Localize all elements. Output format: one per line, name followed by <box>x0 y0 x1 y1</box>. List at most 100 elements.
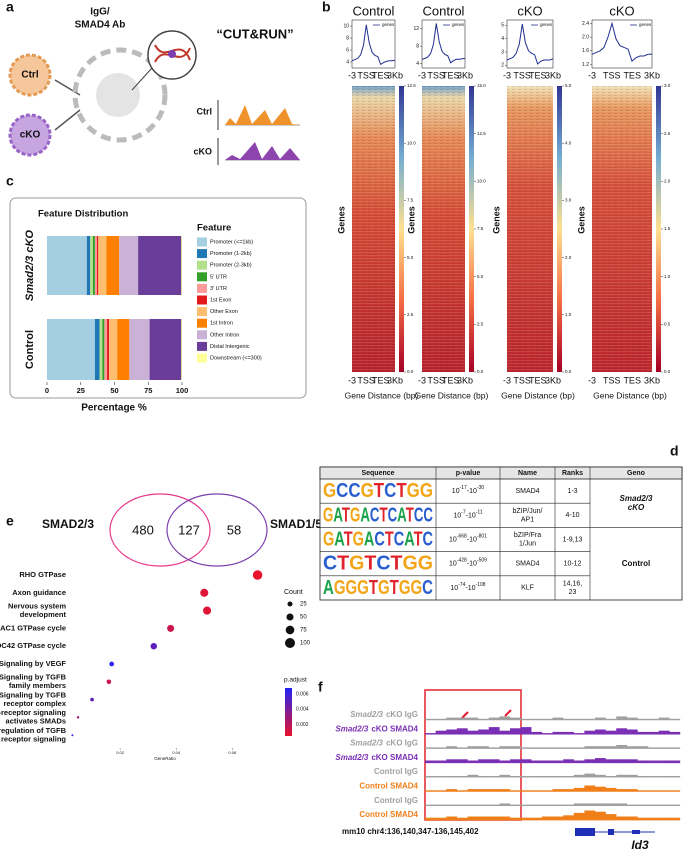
geno-label: cKO <box>628 503 645 512</box>
track-bin <box>478 729 489 735</box>
colorbar-tick-label: 7.5 <box>477 226 484 231</box>
p-value-exponent: -428 <box>457 558 467 564</box>
bar-segment <box>119 236 139 295</box>
profile-tick-label: 5 <box>501 23 504 29</box>
track-bin <box>446 789 458 792</box>
track-bin <box>669 804 681 806</box>
dot <box>200 588 209 597</box>
track-bin <box>573 747 585 749</box>
table-header: Sequence <box>361 470 394 477</box>
track-bin <box>658 717 670 720</box>
legend-swatch <box>197 272 207 282</box>
bar-segment <box>106 236 120 295</box>
track-label-text: cKO IgG <box>386 710 418 719</box>
track-bin <box>658 790 670 792</box>
track-bin <box>616 774 628 778</box>
panel-label: b <box>322 0 331 15</box>
size-legend-label: 25 <box>300 602 307 608</box>
heatmap-x-label: 3Kb <box>457 375 473 385</box>
track-bin <box>626 804 638 806</box>
profile-tick-label: 4 <box>416 61 419 67</box>
y-category-label: family members <box>9 681 66 690</box>
track-bin <box>446 804 458 806</box>
gene-exon <box>632 830 640 834</box>
track-bin <box>595 803 606 806</box>
track-bin <box>552 776 564 778</box>
panel-label: e <box>6 513 14 529</box>
track-bin <box>637 731 649 735</box>
heatmap-xlabel: Gene Distance (bp) <box>593 390 667 400</box>
track-bin <box>425 817 436 821</box>
track-bin <box>605 803 617 806</box>
bar-segment <box>98 236 107 295</box>
track-bin <box>510 804 521 806</box>
colorbar <box>399 86 404 372</box>
venn-count: 480 <box>132 522 154 537</box>
profile-legend: genes <box>382 22 395 27</box>
group-label: cKO <box>20 130 41 141</box>
y-category-label: Signaling by TGFB <box>0 673 67 682</box>
track-bin <box>478 816 489 821</box>
motif-name: 1/Jun <box>519 541 536 548</box>
track-bin <box>435 747 447 749</box>
profile-tick-label: 2 <box>501 63 504 69</box>
legend-swatch <box>197 330 207 340</box>
profile-x-label: TES <box>372 70 390 80</box>
track-bin <box>425 760 436 763</box>
track-bin <box>456 717 468 720</box>
track-bin <box>541 718 553 720</box>
track-bin <box>637 746 649 749</box>
arrows <box>54 79 81 131</box>
gene-name: Id3 <box>631 838 649 852</box>
antibody-label: IgG/ <box>90 7 110 18</box>
motif-rank: 23 <box>569 589 577 596</box>
track-bin <box>626 729 638 735</box>
track-bin <box>456 776 468 778</box>
track-label-text: Control IgG <box>374 767 418 776</box>
colorbar-tick-label: 3.0 <box>664 83 671 88</box>
track-bin <box>595 786 606 792</box>
colorbar-tick-label: 2.5 <box>664 131 671 136</box>
track-bin <box>648 804 659 806</box>
track-bin <box>552 747 564 749</box>
track-bin <box>637 790 649 792</box>
p-value: 10-668-10-801 <box>449 534 487 544</box>
legend-swatch <box>197 318 207 328</box>
bar-segment <box>47 319 95 380</box>
y-category-label: receptor complex <box>3 699 66 708</box>
motif-rank: 1-9,13 <box>563 536 583 543</box>
heatmap-x-label: 3Kb <box>545 375 561 385</box>
track-bin <box>467 746 479 749</box>
track-bin <box>584 746 596 749</box>
profile-line <box>591 21 652 62</box>
heatmap-title: Control <box>353 3 395 18</box>
p-value-exponent: -74 <box>458 582 465 588</box>
profile-x-label: -3 <box>588 70 596 80</box>
profile-tick-label: 8 <box>416 44 419 50</box>
legend-label: 5' UTR <box>210 274 227 280</box>
track-bin <box>626 789 638 792</box>
track-bin <box>552 816 564 821</box>
legend-swatch <box>197 283 207 293</box>
track-bin <box>648 718 659 720</box>
track-bin <box>510 717 521 720</box>
motif-name: bZIP/Jun/ <box>513 508 543 515</box>
table-header: Name <box>518 470 537 477</box>
track-bin <box>658 776 670 778</box>
heatmap-x-label: TSS <box>427 375 445 385</box>
legend-label: Promoter (2-3kb) <box>210 263 252 269</box>
ctrl-track <box>225 105 300 125</box>
track-bin <box>488 747 500 749</box>
track-bin <box>488 759 500 763</box>
heatmap-x-label: -3 <box>418 375 426 385</box>
profile-tick-label: 2.4 <box>582 21 589 27</box>
venn-set-label: SMAD1/5 <box>270 517 322 531</box>
track-bin <box>499 760 511 763</box>
x-tick-label: 25 <box>77 386 85 395</box>
colorbar-tick-label: 0.0 <box>664 369 671 374</box>
size-legend-dot <box>285 625 295 635</box>
track-bin <box>467 730 479 735</box>
p-value-exponent: -11 <box>476 510 483 516</box>
legend-swatch <box>197 249 207 259</box>
track-bin <box>467 717 479 720</box>
